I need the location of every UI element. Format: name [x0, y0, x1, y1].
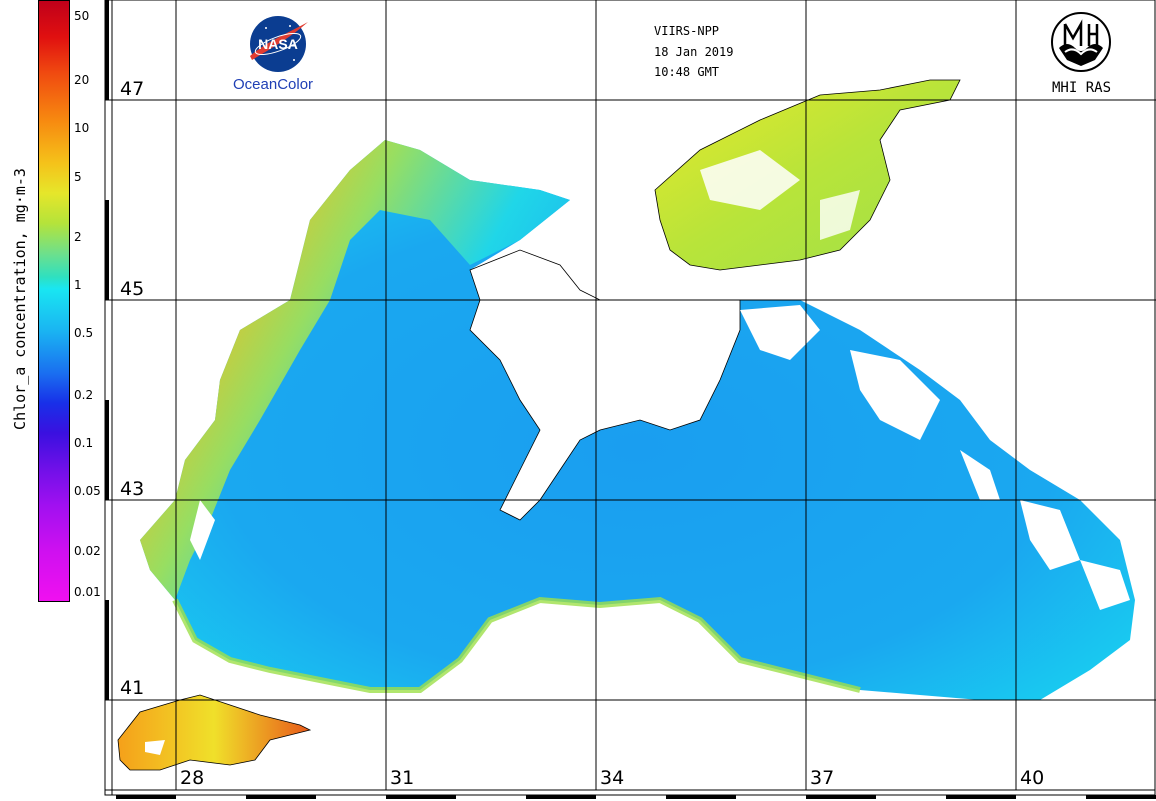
lon-label-37: 37 [808, 767, 837, 789]
sea-of-marmara [117, 694, 312, 771]
colorbar [38, 0, 70, 602]
mhi-ras-label: MHI RAS [1052, 80, 1112, 96]
lat-label-47: 47 [118, 78, 147, 100]
colorbar-tick: 10 [74, 121, 90, 135]
lat-label-43: 43 [118, 478, 147, 500]
colorbar-tick: 0.05 [74, 484, 101, 498]
colorbar-tick: 2 [74, 230, 82, 244]
lon-label-40: 40 [1018, 767, 1047, 789]
lat-label-41: 41 [118, 677, 147, 699]
time-label: 10:48 GMT [654, 65, 720, 79]
lon-label-31: 31 [388, 767, 417, 789]
lat-label-45: 45 [118, 278, 147, 300]
colorbar-tick: 0.1 [74, 436, 94, 450]
colorbar-tick: 50 [74, 9, 90, 23]
colorbar-tick: 0.5 [74, 326, 94, 340]
nasa-logo: NASA [250, 16, 308, 72]
sea-of-azov [654, 79, 961, 271]
colorbar-tick: 20 [74, 73, 90, 87]
colorbar-tick: 0.02 [74, 544, 101, 558]
nasa-logo-text: NASA [258, 36, 298, 52]
mhi-logo [1051, 12, 1111, 72]
date-label: 18 Jan 2019 [654, 45, 734, 59]
colorbar-title: Chlor_a concentration, mg·m-3 [11, 168, 29, 430]
map-frame [104, 0, 1156, 799]
colorbar-tick: 0.2 [74, 388, 94, 402]
graticule [105, 0, 1156, 790]
lon-label-34: 34 [598, 767, 627, 789]
colorbar-tick: 5 [74, 170, 82, 184]
oceancolor-label: OceanColor [233, 76, 314, 93]
colorbar-tick: 0.01 [74, 585, 101, 599]
cloud-patches [190, 305, 1130, 610]
colorbar-tick: 1 [74, 278, 82, 292]
lon-label-28: 28 [178, 767, 207, 789]
sensor-label: VIIRS-NPP [654, 24, 720, 38]
